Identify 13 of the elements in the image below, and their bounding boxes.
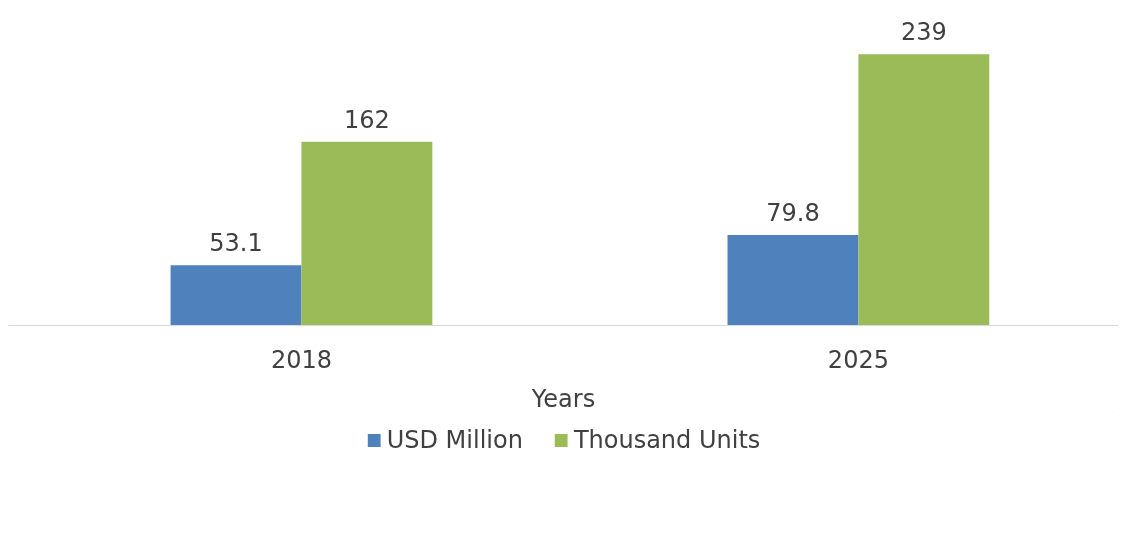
bar [301,141,433,326]
bar [727,234,859,326]
legend-label: USD Million [386,426,523,454]
bar [170,265,302,326]
data-label: 162 [343,105,390,134]
x-axis-title: Years [530,384,596,413]
x-tick-label: 2018 [270,345,332,374]
data-label: 79.8 [766,198,820,227]
data-label: 239 [900,18,947,47]
data-label: 53.1 [209,229,263,258]
x-tick-label: 2025 [827,345,889,374]
bar [858,54,990,326]
legend-label: Thousand Units [573,426,761,454]
